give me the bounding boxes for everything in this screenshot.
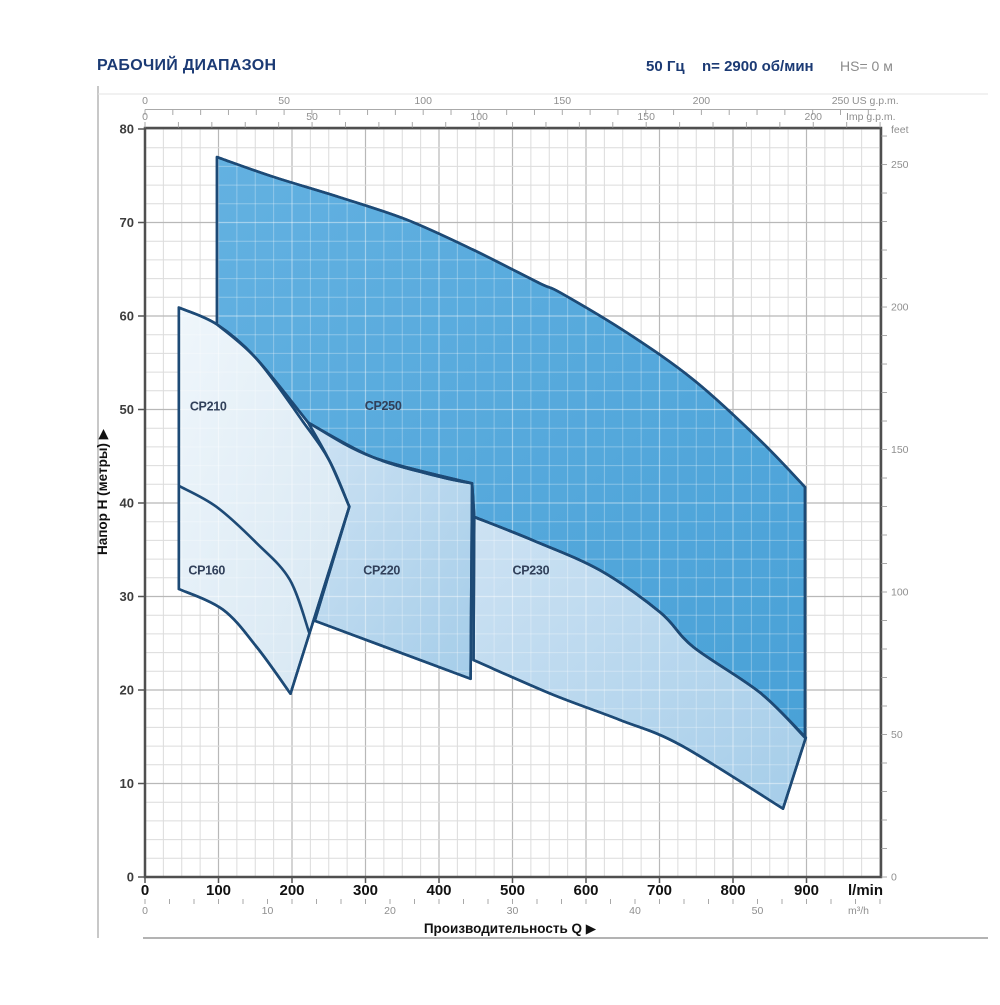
svg-text:0: 0 bbox=[127, 870, 134, 885]
svg-text:900: 900 bbox=[794, 882, 819, 899]
svg-text:300: 300 bbox=[353, 882, 378, 899]
svg-text:150: 150 bbox=[554, 95, 572, 107]
svg-text:50: 50 bbox=[891, 729, 903, 741]
svg-text:50: 50 bbox=[752, 905, 764, 917]
x-axis-m3h: 0 10 20 30 40 50 m³/h bbox=[142, 899, 881, 917]
svg-text:80: 80 bbox=[120, 122, 134, 137]
svg-text:40: 40 bbox=[629, 905, 641, 917]
svg-text:150: 150 bbox=[891, 444, 909, 456]
region-label-CP230: CP230 bbox=[513, 563, 550, 577]
pump-regions bbox=[177, 155, 808, 810]
svg-text:200: 200 bbox=[804, 111, 822, 123]
svg-text:0: 0 bbox=[142, 95, 148, 107]
region-outline-CP210-CP160 bbox=[177, 306, 351, 695]
svg-text:US g.p.m.: US g.p.m. bbox=[852, 95, 899, 107]
region-label-CP210: CP210 bbox=[190, 400, 227, 414]
svg-text:150: 150 bbox=[637, 111, 655, 123]
svg-text:Imp g.p.m.: Imp g.p.m. bbox=[846, 111, 896, 123]
region-label-CP160: CP160 bbox=[188, 563, 225, 577]
svg-text:200: 200 bbox=[693, 95, 711, 107]
svg-text:70: 70 bbox=[120, 215, 134, 230]
frequency-value: 50 Гц bbox=[646, 58, 685, 75]
speed-value: n= 2900 об/мин bbox=[702, 58, 814, 75]
svg-text:700: 700 bbox=[647, 882, 672, 899]
x-axis-lmin: 0 100 200 300 400 500 600 700 800 900 l/min bbox=[141, 877, 883, 899]
svg-text:feet: feet bbox=[891, 124, 909, 136]
y-axis-meters: 0 10 20 30 40 50 60 70 80 bbox=[120, 122, 145, 885]
x-axis-usgpm: 0 50 100 150 200 250 US g.p.m. bbox=[142, 95, 899, 115]
svg-text:0: 0 bbox=[141, 882, 149, 899]
region-label-CP250: CP250 bbox=[365, 399, 402, 413]
svg-text:30: 30 bbox=[507, 905, 519, 917]
suction-head-value: HS= 0 м bbox=[840, 58, 893, 74]
svg-text:100: 100 bbox=[414, 95, 432, 107]
svg-text:100: 100 bbox=[206, 882, 231, 899]
figure-frame bbox=[97, 86, 988, 939]
svg-text:l/min: l/min bbox=[848, 882, 883, 899]
x-axis-impgpm: 0 50 100 150 200 Imp g.p.m. bbox=[142, 111, 896, 128]
region-outline-CP230 bbox=[472, 515, 808, 810]
svg-text:20: 20 bbox=[120, 683, 134, 698]
svg-text:800: 800 bbox=[720, 882, 745, 899]
svg-text:30: 30 bbox=[120, 589, 134, 604]
svg-text:50: 50 bbox=[120, 402, 134, 417]
svg-text:0: 0 bbox=[142, 905, 148, 917]
svg-text:400: 400 bbox=[426, 882, 451, 899]
y-axis-feet: 0 50 100 150 200 250 feet bbox=[881, 124, 909, 884]
page-title: РАБОЧИЙ ДИАПАЗОН bbox=[97, 57, 277, 74]
svg-text:600: 600 bbox=[573, 882, 598, 899]
svg-text:50: 50 bbox=[278, 95, 290, 107]
svg-text:0: 0 bbox=[142, 111, 148, 123]
svg-text:200: 200 bbox=[891, 302, 909, 314]
svg-text:50: 50 bbox=[306, 111, 318, 123]
svg-text:0: 0 bbox=[891, 872, 897, 884]
svg-text:250: 250 bbox=[891, 159, 909, 171]
svg-text:10: 10 bbox=[262, 905, 274, 917]
axis-title-y: Напор H (метры) ▶ bbox=[95, 428, 110, 555]
svg-text:100: 100 bbox=[891, 587, 909, 599]
axis-title-x: Производительность Q ▶ bbox=[424, 921, 597, 936]
svg-text:20: 20 bbox=[384, 905, 396, 917]
svg-text:m³/h: m³/h bbox=[848, 905, 869, 917]
svg-text:100: 100 bbox=[470, 111, 488, 123]
region-labels: CP250 CP230 CP220 CP210 CP160 bbox=[188, 399, 550, 578]
svg-text:40: 40 bbox=[120, 496, 134, 511]
svg-text:200: 200 bbox=[279, 882, 304, 899]
svg-text:500: 500 bbox=[500, 882, 525, 899]
region-label-CP220: CP220 bbox=[363, 563, 400, 577]
svg-text:250: 250 bbox=[832, 95, 850, 107]
region-divider-CP210-CP160-divider bbox=[178, 485, 311, 635]
svg-text:10: 10 bbox=[120, 776, 134, 791]
svg-text:60: 60 bbox=[120, 309, 134, 324]
